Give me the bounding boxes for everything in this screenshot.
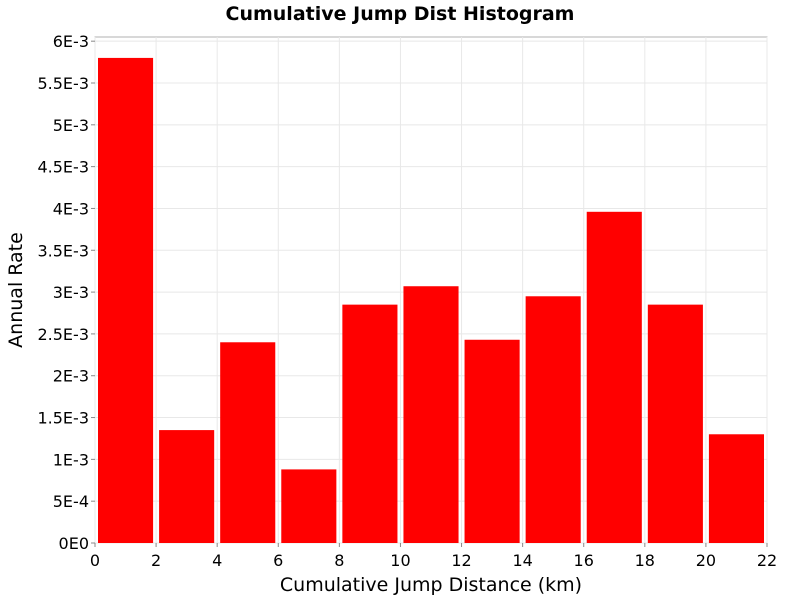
bar xyxy=(464,339,520,543)
y-tick-label: 5.5E-3 xyxy=(37,74,89,93)
x-tick-label: 22 xyxy=(757,551,777,570)
bar xyxy=(220,342,276,543)
y-tick-label: 5E-3 xyxy=(53,116,89,135)
y-tick-label: 3E-3 xyxy=(53,283,89,302)
x-tick-label: 14 xyxy=(512,551,532,570)
x-tick-label: 18 xyxy=(635,551,655,570)
x-tick-label: 10 xyxy=(390,551,410,570)
x-axis-label: Cumulative Jump Distance (km) xyxy=(280,574,582,596)
y-tick-label: 0E0 xyxy=(59,534,89,553)
x-tick-label: 4 xyxy=(212,551,222,570)
bar xyxy=(647,304,703,543)
x-tick-label: 12 xyxy=(451,551,471,570)
y-tick-label: 2E-3 xyxy=(53,367,89,386)
y-tick-label: 5E-4 xyxy=(53,492,89,511)
x-axis: 0 2 4 6 8 10 12 14 16 18 20 22 xyxy=(90,543,777,570)
x-tick-label: 8 xyxy=(334,551,344,570)
bar xyxy=(281,469,337,543)
y-tick-label: 1E-3 xyxy=(53,450,89,469)
bar xyxy=(708,434,764,543)
chart-title: Cumulative Jump Dist Histogram xyxy=(226,3,575,25)
bar xyxy=(525,296,581,543)
x-tick-label: 16 xyxy=(574,551,594,570)
bar xyxy=(403,286,459,543)
x-tick-label: 6 xyxy=(273,551,283,570)
y-tick-label: 6E-3 xyxy=(53,32,89,51)
y-tick-label: 3.5E-3 xyxy=(37,241,89,260)
bar xyxy=(342,304,398,543)
bars xyxy=(98,57,764,544)
y-tick-label: 4E-3 xyxy=(53,199,89,218)
y-tick-label: 4.5E-3 xyxy=(37,158,89,177)
bar xyxy=(159,430,215,543)
x-tick-label: 20 xyxy=(696,551,716,570)
bar xyxy=(98,57,154,544)
x-tick-label: 0 xyxy=(90,551,100,570)
bar xyxy=(586,211,642,544)
y-tick-label: 1.5E-3 xyxy=(37,409,89,428)
y-tick-label: 2.5E-3 xyxy=(37,325,89,344)
y-axis-label: Annual Rate xyxy=(5,232,27,348)
x-tick-label: 2 xyxy=(151,551,161,570)
y-axis: 0E0 5E-4 1E-3 1.5E-3 2E-3 2.5E-3 3E-3 3.5E-3 4E-… xyxy=(37,32,95,553)
